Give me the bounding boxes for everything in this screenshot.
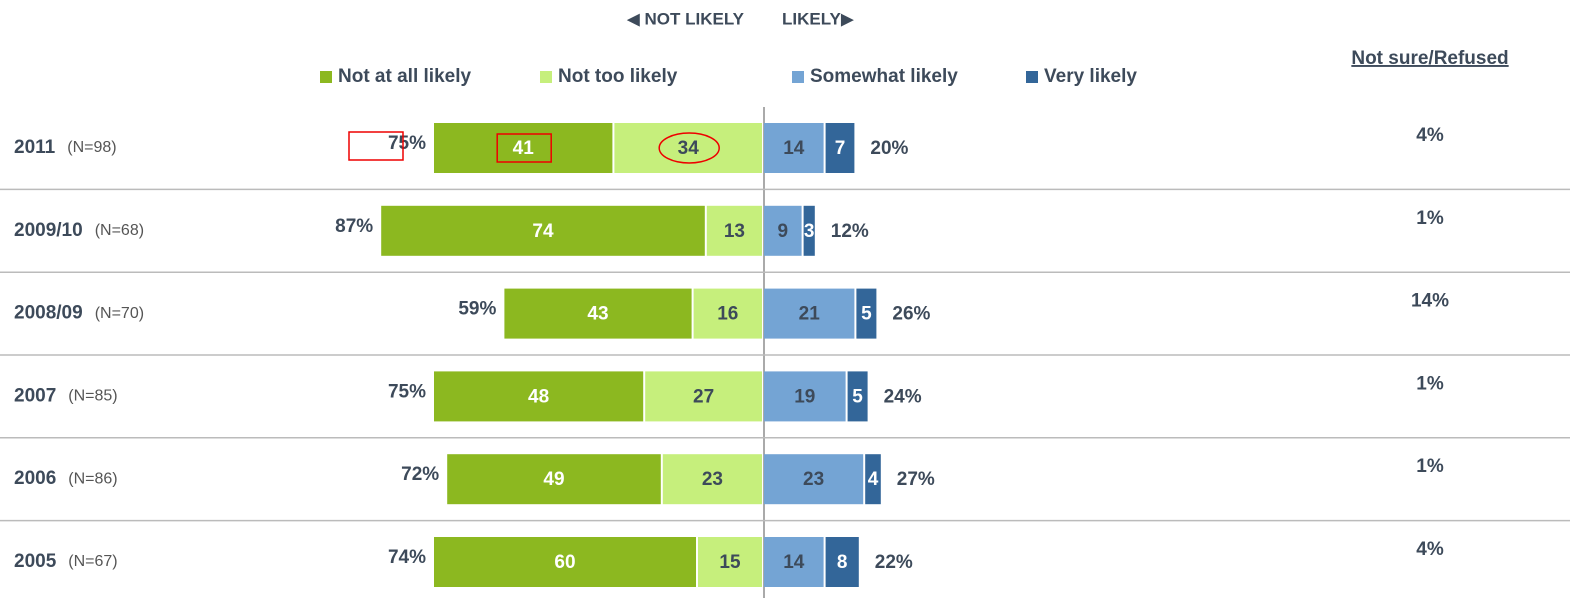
bar-segment [764, 454, 864, 505]
segment-label: 48 [528, 386, 549, 407]
bar-segment [662, 454, 762, 505]
bar-segment [764, 123, 824, 173]
not-likely-total: 87% [335, 216, 373, 237]
likely-total: 27% [897, 469, 935, 490]
segment-label: 13 [724, 221, 745, 242]
segment-label: 5 [861, 304, 872, 325]
segment-label: 14 [783, 552, 805, 573]
bar-segment [764, 371, 846, 422]
segment-label: 43 [587, 304, 608, 325]
segment-label: 19 [794, 386, 815, 407]
bar-segment [614, 123, 762, 173]
sample-size: (N=86) [68, 470, 117, 487]
legend-swatch [540, 71, 552, 83]
bar-segment [698, 537, 762, 587]
annotation-box [348, 131, 404, 161]
not-likely-total: 75% [388, 133, 426, 154]
segment-label: 8 [837, 552, 848, 573]
legend-swatch [320, 71, 332, 83]
bar-segment [447, 454, 661, 505]
bar-segment [706, 205, 762, 256]
legend-label: Not at all likely [338, 66, 471, 87]
likely-total: 22% [875, 552, 913, 573]
not-sure-value: 14% [1411, 291, 1449, 312]
legend-swatch [792, 71, 804, 83]
annotation-ellipse [658, 132, 720, 164]
segment-label: 49 [543, 469, 564, 490]
segment-label: 74 [532, 221, 554, 242]
legend-swatch [1026, 71, 1038, 83]
segment-label: 27 [693, 386, 714, 407]
sample-size: (N=68) [95, 222, 144, 239]
not-likely-total: 74% [388, 547, 426, 568]
segment-label: 14 [783, 138, 805, 159]
segment-label: 15 [719, 552, 741, 573]
header-left: ◀ NOT LIKELY [627, 9, 745, 28]
bar-segment [764, 205, 802, 256]
bar-segment [434, 537, 696, 587]
segment-label: 9 [778, 221, 789, 242]
annotation-box [496, 133, 552, 163]
not-sure-value: 4% [1416, 539, 1444, 560]
likely-total: 20% [870, 138, 908, 159]
sample-size: (N=67) [68, 553, 117, 570]
segment-label: 21 [799, 304, 821, 325]
likely-total: 24% [884, 386, 922, 407]
not-sure-value: 1% [1416, 456, 1444, 477]
segment-label: 5 [852, 386, 863, 407]
likely-total: 12% [831, 221, 869, 242]
not-sure-title: Not sure/Refused [1351, 48, 1508, 69]
not-likely-total: 72% [401, 464, 439, 485]
bar-segment [764, 537, 824, 587]
header-right: LIKELY▶ [782, 9, 855, 28]
bar-segment [434, 371, 644, 422]
bar-segment [764, 288, 855, 339]
segment-label: 3 [804, 221, 815, 242]
not-sure-value: 4% [1416, 125, 1444, 146]
sample-size: (N=98) [67, 139, 116, 156]
bar-segment [825, 537, 859, 587]
not-likely-total: 75% [388, 381, 426, 402]
bar-segment [434, 123, 613, 173]
bar-segment [865, 454, 881, 505]
row-label: 2005 [14, 551, 57, 572]
not-sure-value: 1% [1416, 373, 1444, 394]
segment-label: 41 [513, 138, 535, 159]
not-sure-value: 1% [1416, 208, 1444, 229]
bar-segment [645, 371, 762, 422]
segment-label: 16 [717, 304, 738, 325]
bar-segment [825, 123, 855, 173]
bar-segment [803, 205, 815, 256]
bar-segment [504, 288, 692, 339]
not-likely-total: 59% [458, 299, 496, 320]
segment-label: 7 [835, 138, 846, 159]
row-label: 2011 [14, 137, 56, 158]
legend-label: Somewhat likely [810, 66, 958, 87]
bar-segment [693, 288, 762, 339]
bar-segment [856, 288, 877, 339]
row-label: 2006 [14, 468, 56, 489]
legend-label: Not too likely [558, 66, 678, 87]
segment-label: 4 [868, 469, 879, 490]
likely-total: 26% [892, 304, 930, 325]
bar-segment [381, 205, 705, 256]
sample-size: (N=70) [95, 305, 144, 322]
segment-label: 23 [702, 469, 723, 490]
legend-label: Very likely [1044, 66, 1137, 87]
bar-segment [847, 371, 868, 422]
row-label: 2007 [14, 385, 56, 406]
row-label: 2009/10 [14, 220, 83, 241]
segment-label: 23 [803, 469, 824, 490]
sample-size: (N=85) [68, 388, 117, 405]
segment-label: 34 [678, 138, 700, 159]
segment-label: 60 [554, 552, 575, 573]
row-label: 2008/09 [14, 303, 83, 324]
